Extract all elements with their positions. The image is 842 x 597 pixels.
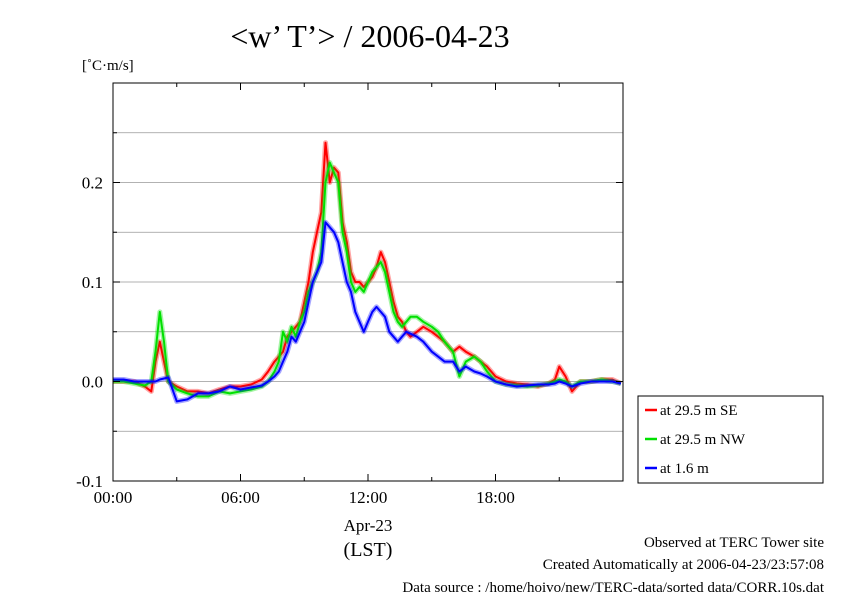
y-tick-label: 0.2: [82, 174, 103, 193]
axis-ticks: -0.1 0.0 0.1 0.2 00:00 06:00 12:00 18:00: [76, 83, 624, 507]
series-halo-0: [113, 140, 622, 396]
series-line-2: [113, 221, 622, 403]
y-tick-label: -0.1: [76, 472, 103, 491]
footer-created: Created Automatically at 2006-04-23/23:5…: [542, 557, 824, 573]
y-tick-label: 0.0: [82, 373, 103, 392]
series-halo-2: [113, 219, 622, 404]
x-tick-label: 00:00: [94, 488, 133, 507]
series-lines: [113, 140, 622, 404]
x-date-label: Apr-23: [344, 516, 393, 535]
x-axis-label: (LST): [344, 539, 393, 561]
legend-label-1: at 29.5 m NW: [660, 432, 746, 448]
legend-label-0: at 29.5 m SE: [660, 403, 738, 419]
y-unit-label: [˚C·m/s]: [82, 58, 134, 74]
footer-observed: Observed at TERC Tower site: [643, 535, 824, 551]
x-tick-label: 18:00: [476, 488, 515, 507]
footer-source: Data source : /home/hoivo/new/TERC-data/…: [402, 580, 824, 596]
x-tick-label: 12:00: [349, 488, 388, 507]
y-tick-label: 0.1: [82, 273, 103, 292]
legend-box: [637, 395, 824, 484]
legend: at 29.5 m SE at 29.5 m NW at 1.6 m: [637, 395, 824, 484]
legend-label-2: at 1.6 m: [660, 461, 709, 477]
series-line-0: [113, 141, 622, 395]
series-halo-1: [113, 160, 622, 399]
x-tick-label: 06:00: [221, 488, 260, 507]
chart-title: <w’ T’> / 2006-04-23: [230, 18, 509, 54]
grid-lines: [113, 132, 623, 432]
